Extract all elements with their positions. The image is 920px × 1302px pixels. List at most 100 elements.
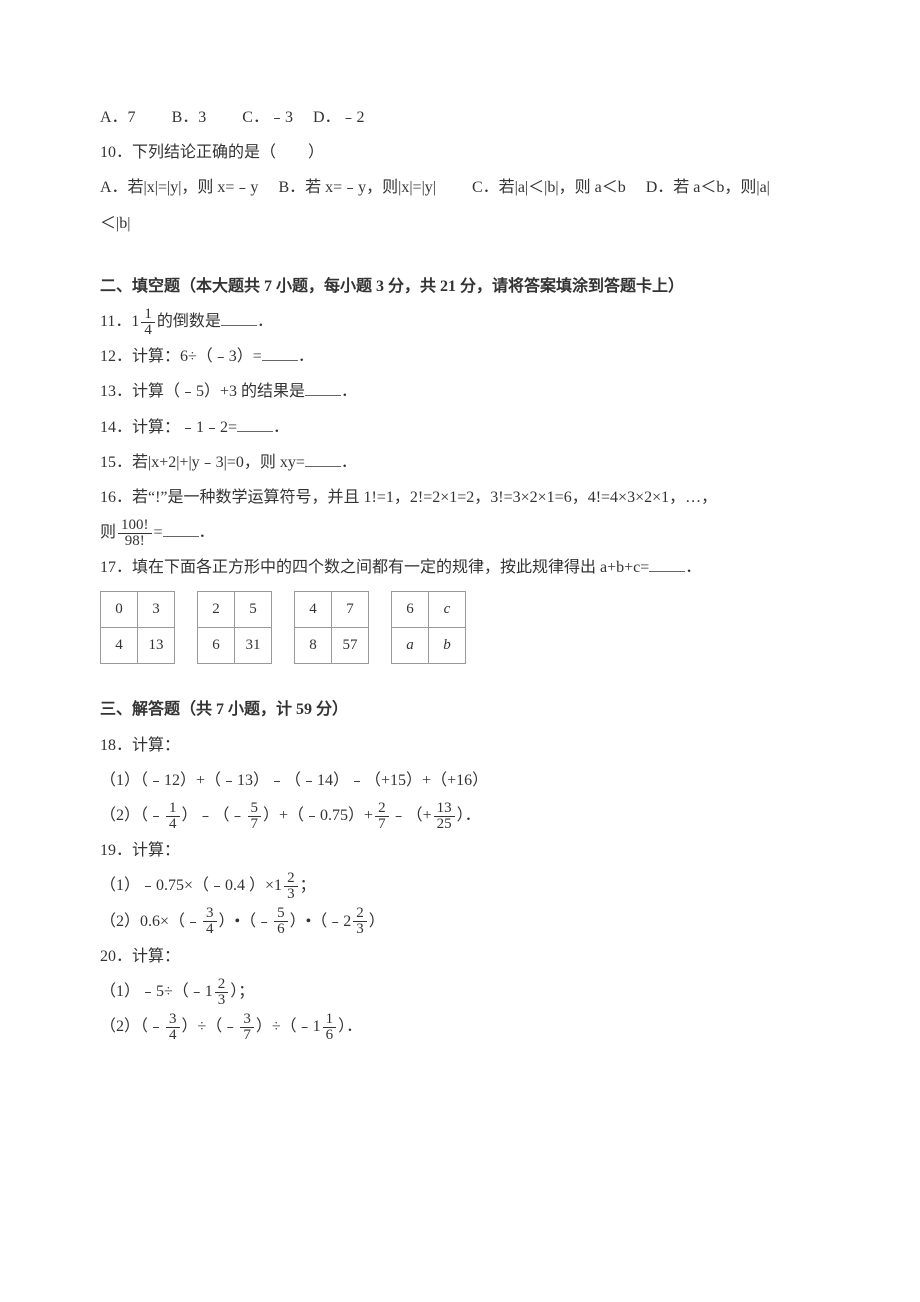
pattern-table-2: 25 631 <box>197 591 272 664</box>
d: 7 <box>375 816 389 832</box>
q12: 12．计算：6÷（﹣3）= ． <box>100 339 820 374</box>
cell: 3 <box>138 592 175 628</box>
q10-options-line1: A．若|x|=|y|，则 x=﹣y B．若 x=﹣y，则|x|=|y| C．若|… <box>100 170 820 205</box>
t: ）÷（﹣1 <box>256 1018 321 1035</box>
t: ﹣（+ <box>391 807 432 824</box>
d: 6 <box>274 921 288 937</box>
q16-line2: 则100!98!=． <box>100 515 820 550</box>
q10-opt-d-tail: ＜|b| <box>100 215 130 232</box>
q14-pre: 14．计算：﹣1﹣2= <box>100 419 237 436</box>
blank <box>163 520 199 537</box>
cell: 4 <box>295 592 332 628</box>
d: 3 <box>284 886 298 902</box>
cell: c <box>429 592 466 628</box>
t: （2）（﹣ <box>100 1018 164 1035</box>
frac-den: 98! <box>118 533 152 549</box>
q15-pre: 15．若|x+2|+|y﹣3|=0，则 xy= <box>100 454 305 471</box>
frac: 16 <box>323 1012 337 1043</box>
frac: 34 <box>166 1012 180 1043</box>
pattern-table-1: 03 413 <box>100 591 175 664</box>
cell: 13 <box>138 628 175 664</box>
q20-part2: （2）（﹣34）÷（﹣37）÷（﹣116）． <box>100 1009 820 1044</box>
q14-tail: ． <box>273 419 289 436</box>
page-root: A．7 B．3 C．﹣3 D．﹣2 10．下列结论正确的是（ ） A．若|x|=… <box>0 0 920 1302</box>
q16-frac: 100!98! <box>118 518 152 549</box>
q17-stem-text: 17．填在下面各正方形中的四个数之间都有一定的规律，按此规律得出 a+b+c= <box>100 559 649 576</box>
t: ； <box>300 877 316 894</box>
cell: 57 <box>332 628 369 664</box>
t: ）； <box>230 983 254 1000</box>
pattern-table-4: 6c ab <box>391 591 466 664</box>
q9-opt-a: A．7 <box>100 109 136 126</box>
q12-tail: ． <box>298 348 314 365</box>
t: ）•（﹣2 <box>290 913 352 930</box>
cell: 6 <box>198 628 235 664</box>
t: ）•（﹣ <box>219 913 273 930</box>
frac-den: 4 <box>141 322 155 338</box>
q10-opt-d-pre: D．若 a＜b，则|a| <box>646 179 770 196</box>
frac: 57 <box>248 801 262 832</box>
d: 4 <box>166 816 180 832</box>
q17-tail: ． <box>685 559 701 576</box>
q13-tail: ． <box>341 383 357 400</box>
n: 2 <box>284 871 298 886</box>
frac: 56 <box>274 906 288 937</box>
blank <box>649 555 685 572</box>
n: 2 <box>375 801 389 816</box>
d: 4 <box>203 921 217 937</box>
q14: 14．计算：﹣1﹣2= ． <box>100 410 820 445</box>
q10-opt-a: A．若|x|=|y|，则 x=﹣y <box>100 179 258 196</box>
t: ）﹣（﹣ <box>182 807 246 824</box>
q15-tail: ． <box>341 454 357 471</box>
frac: 23 <box>284 871 298 902</box>
n: 3 <box>203 906 217 921</box>
q19-stem: 19．计算： <box>100 833 820 868</box>
q13: 13．计算（﹣5）+3 的结果是 ． <box>100 374 820 409</box>
frac-num: 1 <box>141 307 155 322</box>
q10-stem: 10．下列结论正确的是（ ） <box>100 135 820 170</box>
t: ）+（﹣0.75）+ <box>263 807 373 824</box>
cell: 5 <box>235 592 272 628</box>
t: （1）﹣5÷（﹣1 <box>100 983 213 1000</box>
q9-options: A．7 B．3 C．﹣3 D．﹣2 <box>100 100 820 135</box>
q9-opt-c: C．﹣3 <box>242 109 293 126</box>
t: ）÷（﹣ <box>182 1018 239 1035</box>
q10-options-line2: ＜|b| <box>100 206 820 241</box>
q18-part1: （1）（﹣12）+（﹣13）﹣（﹣14）﹣（+15）+（+16） <box>100 763 820 798</box>
q11: 11．114的倒数是． <box>100 304 820 339</box>
frac: 23 <box>353 906 367 937</box>
q16-mid: = <box>154 524 163 541</box>
q10-opt-c: C．若|a|＜|b|，则 a＜b <box>472 179 626 196</box>
d: 3 <box>215 992 229 1008</box>
cell: 2 <box>198 592 235 628</box>
q16-tail: ． <box>199 524 215 541</box>
n: 3 <box>240 1012 254 1027</box>
q20-part1: （1）﹣5÷（﹣123）； <box>100 974 820 1009</box>
frac: 34 <box>203 906 217 937</box>
q13-pre: 13．计算（﹣5）+3 的结果是 <box>100 383 305 400</box>
t: ）． <box>338 1018 362 1035</box>
q17-tables: 03 413 25 631 47 857 6c ab <box>100 591 820 664</box>
section2-title: 二、填空题（本大题共 7 小题，每小题 3 分，共 21 分，请将答案填涂到答题… <box>100 269 820 304</box>
cell: 8 <box>295 628 332 664</box>
q17-stem: 17．填在下面各正方形中的四个数之间都有一定的规律，按此规律得出 a+b+c= ． <box>100 550 820 585</box>
q19-part2: （2）0.6×（﹣34）•（﹣56）•（﹣223） <box>100 904 820 939</box>
q11-post: 的倒数是 <box>157 313 221 330</box>
cell: 7 <box>332 592 369 628</box>
q12-pre: 12．计算：6÷（﹣3）= <box>100 348 262 365</box>
n: 1 <box>323 1012 337 1027</box>
t: ）． <box>457 807 481 824</box>
n: 5 <box>274 906 288 921</box>
q10-opt-b: B．若 x=﹣y，则|x|=|y| <box>278 179 436 196</box>
q11-frac: 14 <box>141 307 155 338</box>
q20-stem: 20．计算： <box>100 939 820 974</box>
d: 7 <box>240 1027 254 1043</box>
t: （2）0.6×（﹣ <box>100 913 201 930</box>
blank <box>221 309 257 326</box>
frac-num: 100! <box>118 518 152 533</box>
n: 5 <box>248 801 262 816</box>
cell: b <box>429 628 466 664</box>
n: 13 <box>434 801 455 816</box>
frac: 1325 <box>434 801 455 832</box>
cell: 0 <box>101 592 138 628</box>
